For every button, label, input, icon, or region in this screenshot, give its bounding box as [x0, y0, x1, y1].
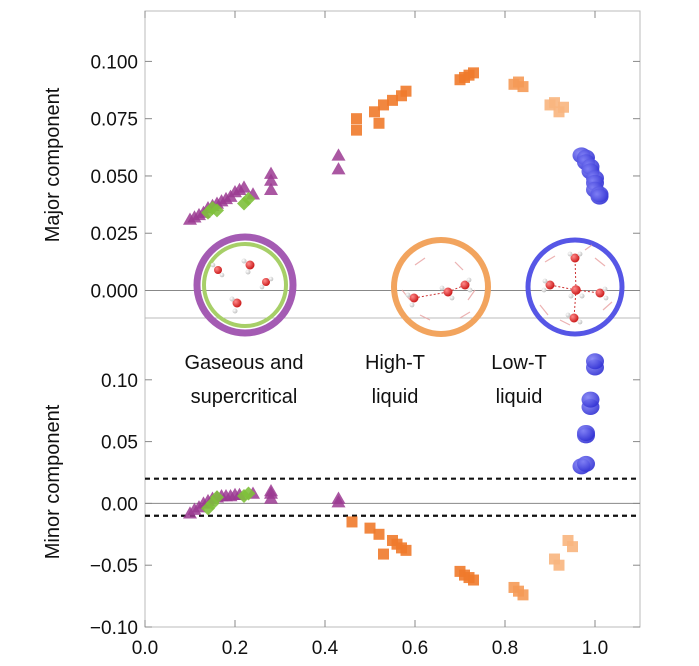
major-square-point	[400, 85, 412, 97]
minor-circle-point	[577, 424, 595, 441]
minor-square-point	[553, 559, 565, 571]
minor-square-point	[400, 544, 412, 556]
minor-square-point	[567, 541, 578, 553]
gas-label-line2: supercritical	[191, 386, 298, 408]
major-square-point	[378, 99, 389, 111]
xtick-label: 0.4	[312, 638, 339, 659]
high-t-label-line1: High-T	[365, 352, 425, 374]
minor-square-point	[346, 516, 358, 528]
low-t-label-line1: Low-T	[491, 352, 547, 374]
minor-square-point	[364, 522, 376, 534]
major-triangle-point	[264, 182, 278, 195]
minor-triangle-point	[331, 491, 346, 504]
xtick-label: 0.8	[492, 638, 518, 659]
major-ytick-label: 0.050	[90, 167, 138, 188]
minor-ytick-label: −0.10	[90, 618, 138, 639]
minor-ylabel: Minor component	[42, 404, 64, 559]
minor-ytick-label: 0.05	[101, 433, 138, 454]
low-t-label-line2: liquid	[496, 386, 543, 408]
major-square-point	[517, 81, 529, 93]
major-ytick-label: 0.000	[90, 282, 138, 303]
major-triangle-point	[331, 148, 346, 161]
major-ytick-label: 0.075	[90, 110, 138, 131]
major-square-point	[387, 94, 398, 106]
major-square-point	[549, 97, 560, 109]
major-triangle-point	[264, 166, 278, 179]
minor-square-point	[378, 548, 389, 560]
major-circle-point	[590, 188, 609, 205]
major-diamond-point	[241, 191, 256, 206]
minor-triangle-point	[264, 484, 278, 497]
axis-ticks	[144, 11, 640, 628]
major-square-point	[468, 67, 479, 79]
minor-ytick-label: 0.00	[101, 494, 138, 515]
tick-labels: 0.000 0.025 0.050 0.075 0.100 −0.10 −0.05 0.00 0…	[90, 52, 608, 659]
xtick-label: 0.0	[132, 638, 158, 659]
high-t-liquid-structure-image	[391, 237, 491, 337]
minor-ytick-label: 0.10	[101, 371, 138, 392]
major-ytick-label: 0.025	[90, 224, 138, 245]
minor-diamond-point	[241, 486, 256, 501]
major-square-point	[558, 101, 569, 113]
minor-square-point	[468, 574, 479, 586]
major-triangle-point	[331, 162, 346, 175]
minor-square-point	[517, 589, 529, 601]
minor-square-point	[373, 528, 385, 540]
gas-phase-structure-image	[193, 233, 297, 337]
xtick-label: 1.0	[582, 638, 608, 659]
data-points	[183, 67, 609, 601]
high-t-label-line2: liquid	[372, 386, 419, 408]
major-square-point	[369, 106, 380, 118]
major-square-point	[351, 113, 362, 125]
xtick-label: 0.6	[402, 638, 428, 659]
major-ylabel: Major component	[42, 87, 64, 242]
minor-circle-point	[577, 455, 595, 472]
minor-panel-frame	[144, 317, 641, 628]
major-triangle-point	[264, 173, 278, 186]
major-triangle-point	[237, 180, 251, 193]
minor-square-point	[549, 553, 560, 565]
low-t-liquid-structure-image	[525, 237, 625, 337]
xtick-label: 0.2	[222, 638, 248, 659]
minor-circle-point	[586, 353, 604, 370]
minor-square-point	[562, 534, 574, 546]
minor-ytick-label: −0.05	[90, 556, 138, 577]
major-diamond-point	[210, 203, 224, 218]
major-ytick-label: 0.100	[90, 52, 138, 73]
major-square-point	[373, 117, 385, 129]
major-square-point	[351, 124, 362, 136]
minor-circle-point	[581, 391, 600, 408]
gas-label-line1: Gaseous and	[185, 352, 304, 374]
minor-diamond-point	[210, 490, 224, 505]
